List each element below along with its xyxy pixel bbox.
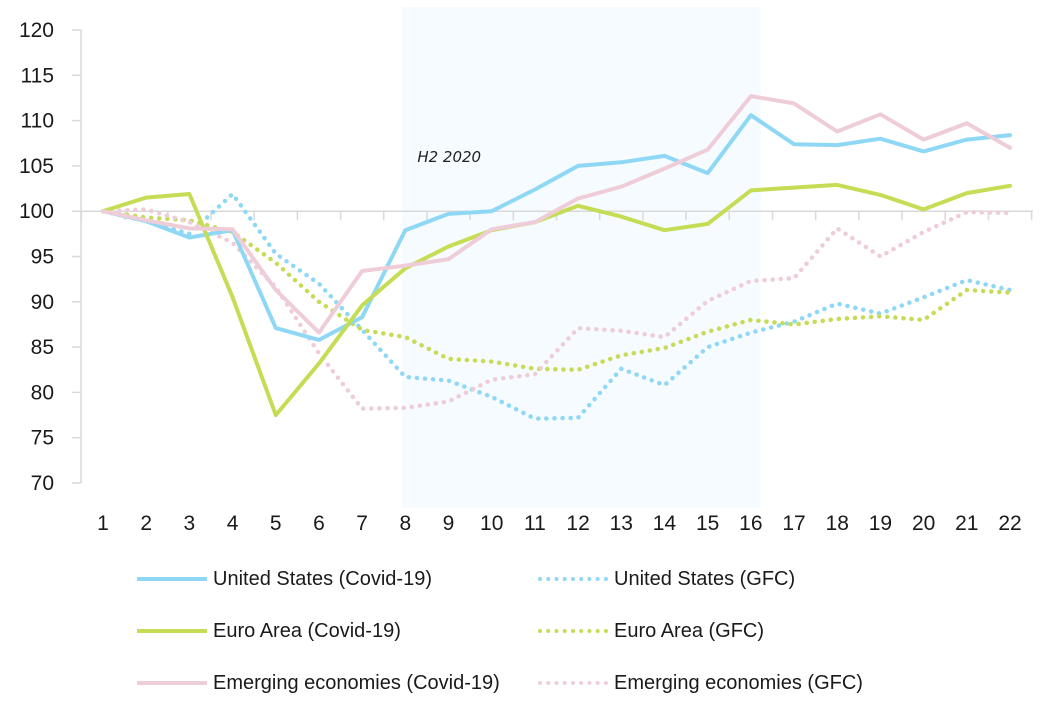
legend-label: United States (Covid-19): [213, 567, 432, 590]
x-tick-label: 12: [566, 512, 589, 535]
y-tick-label: 115: [21, 64, 54, 87]
series-line-united-states-covid-19: [101, 113, 1012, 342]
x-tick-label: 11: [524, 512, 546, 535]
y-tick-label: 110: [21, 110, 54, 133]
shaded-region-h2-2020: [402, 7, 761, 508]
legend-swatch-em-covid: [137, 681, 207, 685]
legend-item-us-gfc: United States (GFC): [538, 564, 795, 594]
legend-item-ea-gfc: Euro Area (GFC): [538, 616, 764, 646]
x-tick-label: 19: [869, 512, 892, 535]
x-tick-label: 22: [998, 512, 1021, 535]
y-tick-label: 90: [31, 291, 54, 314]
legend-swatch-em-gfc: [538, 681, 608, 685]
y-tick-label: 70: [31, 472, 54, 495]
x-tick-label: 2: [140, 512, 152, 535]
series-emerging-economies-covid-19: [101, 94, 1012, 335]
legend-label: Emerging economies (GFC): [614, 671, 863, 694]
series-euro-area-gfc: [100, 208, 1013, 373]
legend-label: United States (GFC): [614, 567, 796, 590]
series-line-euro-area-gfc: [100, 208, 1013, 373]
series-united-states-covid-19: [101, 113, 1012, 342]
x-tick-label: 20: [912, 512, 935, 535]
y-axis: 70 75 80 85 90 95 100 105 110 115 120: [19, 19, 82, 495]
series-line-euro-area-covid-19: [101, 182, 1012, 418]
x-tick-label: 1: [97, 512, 109, 535]
y-tick-label: 75: [31, 427, 54, 450]
y-tick-label: 100: [19, 200, 54, 223]
legend-swatch-us-covid: [137, 577, 207, 581]
legend-item-em-covid: Emerging economies (Covid-19): [137, 668, 500, 698]
y-tick-label: 80: [31, 381, 54, 404]
series-united-states-gfc: [100, 191, 1013, 421]
series-layer: [100, 94, 1013, 421]
y-tick-label: 85: [31, 336, 54, 359]
x-tick-label: 8: [399, 512, 411, 535]
y-tick-label: 105: [19, 155, 54, 178]
x-tick-label: 16: [739, 512, 762, 535]
x-tick-label: 5: [270, 512, 282, 535]
legend-label: Euro Area (Covid-19): [213, 619, 401, 642]
series-emerging-economies-gfc: [100, 207, 1013, 411]
x-tick-label: 17: [782, 512, 805, 535]
series-line-emerging-economies-gfc: [100, 207, 1013, 411]
annotation-h2-2020: H2 2020: [417, 148, 481, 166]
x-tick-label: 10: [480, 512, 503, 535]
series-line-united-states-gfc: [100, 191, 1013, 421]
x-tick-label: 7: [356, 512, 368, 535]
x-tick-label: 18: [826, 512, 849, 535]
legend-item-us-covid: United States (Covid-19): [137, 564, 432, 594]
legend-item-em-gfc: Emerging economies (GFC): [538, 668, 863, 698]
x-tick-label: 21: [955, 512, 978, 535]
x-tick-label: 14: [653, 512, 677, 535]
y-tick-label: 120: [19, 19, 54, 42]
legend-item-ea-covid: Euro Area (Covid-19): [137, 616, 401, 646]
legend-swatch-ea-covid: [137, 629, 207, 633]
legend-swatch-us-gfc: [538, 577, 608, 581]
legend-swatch-ea-gfc: [538, 629, 608, 633]
x-tick-label: 15: [696, 512, 719, 535]
series-euro-area-covid-19: [101, 182, 1012, 418]
x-tick-label: 6: [313, 512, 325, 535]
x-tick-label: 4: [227, 512, 239, 535]
x-tick-label: 3: [184, 512, 196, 535]
y-tick-label: 95: [31, 246, 54, 269]
x-tick-label: 9: [443, 512, 455, 535]
legend-label: Euro Area (GFC): [614, 619, 765, 642]
legend-label: Emerging economies (Covid-19): [213, 671, 500, 694]
series-line-emerging-economies-covid-19: [101, 94, 1012, 335]
x-tick-label: 13: [610, 512, 633, 535]
